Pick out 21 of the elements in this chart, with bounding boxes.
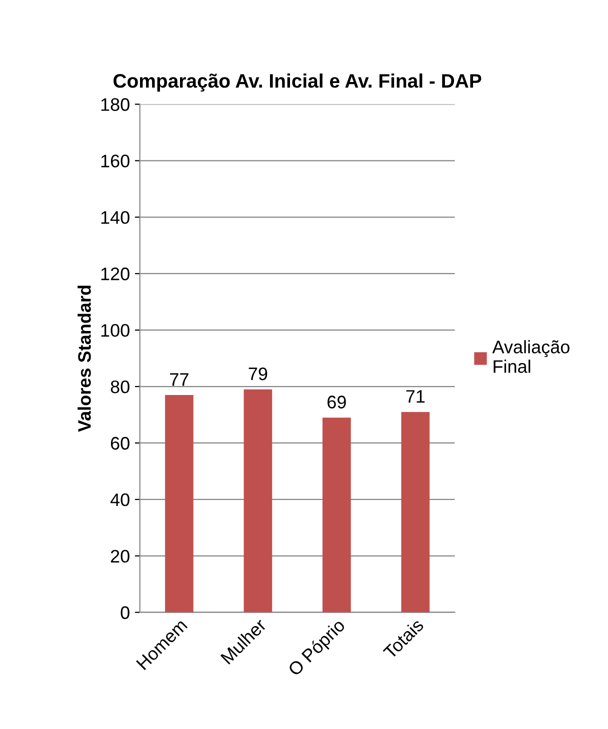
y-tick-label: 160 <box>101 154 130 168</box>
legend-label: Avaliação Final <box>492 340 570 373</box>
y-tick-label: 60 <box>110 436 130 450</box>
bar <box>322 418 351 612</box>
data-label: 71 <box>406 390 425 403</box>
data-label: 79 <box>248 367 268 380</box>
y-tick-label: 100 <box>101 324 130 337</box>
y-axis-title: Valores Standard <box>78 286 91 432</box>
y-tick-label: 40 <box>110 493 130 506</box>
chart-title: Comparação Av. Inicial e Av. Final - DAP <box>114 73 482 92</box>
y-tick-label: 0 <box>120 606 130 620</box>
y-tick-label: 80 <box>110 380 130 394</box>
y-tick-label: 120 <box>101 268 130 280</box>
data-label: 69 <box>328 396 346 408</box>
bar <box>244 389 272 612</box>
y-tick-label: 140 <box>101 211 130 224</box>
bar <box>401 412 430 612</box>
y-tick-label: 180 <box>101 98 130 111</box>
data-label: 77 <box>170 373 188 386</box>
bar <box>165 395 194 612</box>
y-tick-label: 20 <box>110 550 130 563</box>
